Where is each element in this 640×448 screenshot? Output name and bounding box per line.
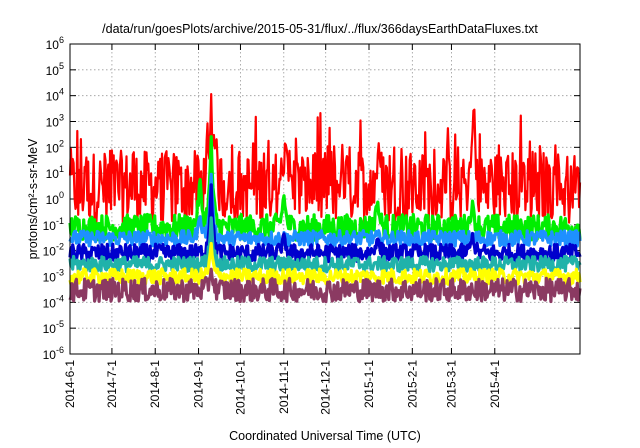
x-axis-title: Coordinated Universal Time (UTC) — [229, 429, 421, 443]
y-tick-label: 103 — [46, 113, 64, 130]
y-tick-label: 10-6 — [43, 345, 64, 362]
x-tick-label: 2014-7-1 — [105, 360, 119, 408]
chart-title: /data/run/goesPlots/archive/2015-05-31/f… — [102, 22, 538, 36]
x-tick-label: 2014-8-1 — [148, 360, 162, 408]
y-tick-label: 10-3 — [43, 268, 64, 285]
y-tick-label: 102 — [46, 138, 64, 155]
series-line — [68, 241, 582, 286]
x-tick-label: 2014-9-1 — [192, 360, 206, 408]
y-tick-label: 106 — [46, 35, 64, 52]
y-tick-label: 10-2 — [43, 242, 64, 259]
x-tick-label: 2015-3-1 — [444, 360, 458, 408]
x-tick-label: 2014-6-1 — [63, 360, 77, 408]
series-line — [68, 267, 582, 304]
y-tick-label: 10-1 — [43, 216, 64, 233]
y-tick-label: 10-5 — [43, 319, 64, 336]
x-tick-label: 2015-1-1 — [362, 360, 376, 408]
y-tick-label: 101 — [46, 164, 64, 181]
series-line — [68, 135, 582, 242]
y-tick-label: 10-4 — [43, 293, 64, 310]
x-tick-label: 2014-11-1 — [277, 360, 291, 414]
x-tick-label: 2014-10-1 — [233, 360, 247, 415]
x-tick-label: 2015-4-1 — [488, 360, 502, 408]
x-tick-label: 2014-12-1 — [319, 360, 333, 415]
series-line — [68, 172, 582, 248]
x-tick-label: 2015-2-1 — [405, 360, 419, 408]
plot-border — [69, 43, 581, 355]
series-line — [68, 93, 582, 224]
y-tick-label: 104 — [46, 87, 64, 104]
y-tick-label: 100 — [46, 190, 64, 207]
y-tick-label: 105 — [46, 61, 64, 78]
